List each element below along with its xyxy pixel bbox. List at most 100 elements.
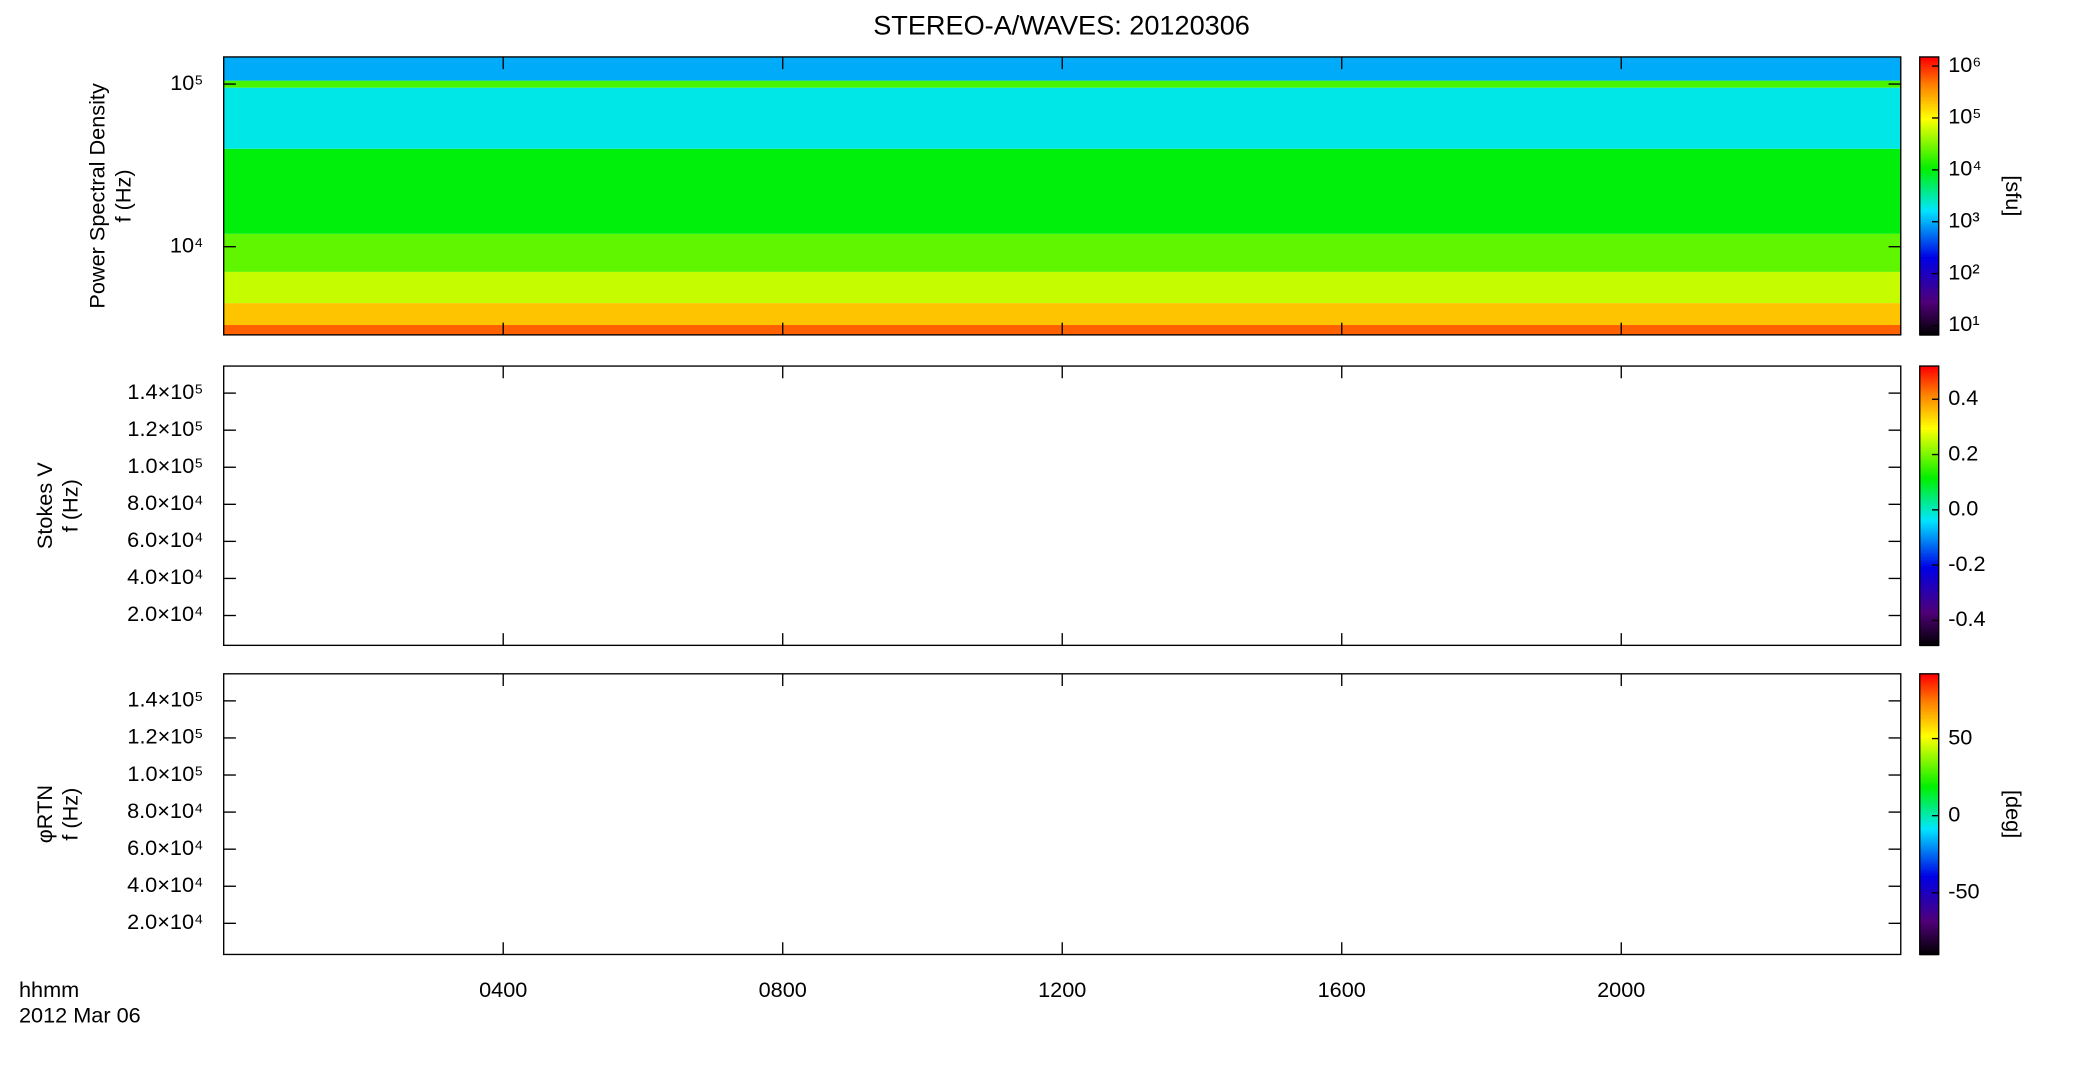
colorbar-slice [1919,699,1939,703]
colorbar-slice [1919,468,1939,472]
colorbar-slice [1919,601,1939,605]
colorbar-slice [1919,477,1939,481]
colorbar-slice [1919,626,1939,630]
colorbar-slice [1919,828,1939,832]
colorbar-slice [1919,818,1939,822]
colorbar-slice [1919,75,1939,79]
colorbar-slice [1919,933,1939,937]
colorbar-slice [1919,494,1939,498]
colorbar-slice [1919,631,1939,635]
colorbar-slice [1919,424,1939,428]
colorbar-slice [1919,89,1939,93]
colorbar-slice [1919,938,1939,942]
colorbar-slice [1919,615,1939,619]
colorbar-slice [1919,503,1939,507]
colorbar-slice [1919,433,1939,437]
colorbar-slice [1919,484,1939,488]
x-tick-label: 1200 [1038,977,1086,1002]
y-axis-label: Stokes V [32,462,57,549]
colorbar-slice [1919,216,1939,220]
colorbar-slice [1919,898,1939,902]
colorbar-slice [1919,184,1939,188]
colorbar-slice [1919,91,1939,95]
colorbar-slice [1919,619,1939,623]
colorbar-slice [1919,447,1939,451]
colorbar-slice [1919,786,1939,790]
colorbar-slice [1919,263,1939,267]
colorbar-slice [1919,947,1939,951]
colorbar-slice [1919,202,1939,206]
colorbar-slice [1919,198,1939,202]
colorbar-slice [1919,750,1939,755]
colorbar-slice [1919,556,1939,561]
colorbar-frame [1919,56,1940,336]
colorbar-slice [1919,237,1939,241]
colorbar-slice [1919,473,1939,477]
colorbar-slice [1919,765,1939,769]
y-tick-label: 8.0×10⁴ [127,798,203,823]
colorbar-slice [1919,680,1939,684]
colorbar-slice [1919,209,1939,213]
colorbar-slice [1919,776,1939,780]
colorbar-slice [1919,235,1939,239]
colorbar-slice [1919,311,1939,315]
colorbar-slice [1919,640,1939,644]
colorbar-slice [1919,858,1939,862]
colorbar-slice [1919,526,1939,530]
colorbar-slice [1919,517,1939,521]
y-axis-label: Power Spectral Density [85,83,110,309]
colorbar-slice [1919,454,1939,458]
colorbar-slice [1919,533,1939,537]
colorbar-slice [1919,884,1939,888]
colorbar-slice [1919,290,1939,294]
colorbar-slice [1919,133,1939,137]
colorbar-frame [1919,673,1940,956]
colorbar-slice [1919,286,1939,290]
colorbar-tick-label: 0.2 [1948,440,1978,465]
colorbar-slice [1919,888,1939,893]
colorbar-slice [1919,470,1939,474]
colorbar-slice [1919,552,1939,556]
colorbar-slice [1919,304,1939,308]
colorbar-slice [1919,445,1939,449]
colorbar-slice [1919,212,1939,216]
colorbar-slice [1919,258,1939,262]
colorbar-slice [1919,865,1939,869]
colorbar-slice [1919,230,1939,234]
colorbar-slice [1919,135,1939,139]
colorbar-slice [1919,715,1939,720]
colorbar-slice [1919,320,1939,325]
colorbar-slice [1919,692,1939,696]
colorbar-slice [1919,774,1939,778]
colorbar-slice [1919,96,1939,100]
colorbar-slice [1919,373,1939,377]
colorbar-slice [1919,725,1939,729]
colorbar-slice [1919,804,1939,808]
x-tick-label: 0800 [759,977,807,1002]
colorbar-slice [1919,566,1939,570]
colorbar-slice [1919,790,1939,794]
colorbar-slice [1919,895,1939,900]
colorbar-slice [1919,438,1939,442]
colorbar-slice [1919,177,1939,181]
colorbar-slice [1919,720,1939,724]
colorbar-tick-label: 10¹ [1948,311,1979,336]
colorbar-slice [1919,440,1939,444]
colorbar-slice [1919,463,1939,467]
colorbar-slice [1919,276,1939,281]
colorbar-slice [1919,589,1939,593]
colorbar-slice [1919,260,1939,264]
colorbar-slice [1919,832,1939,836]
colorbar-slice [1919,540,1939,544]
colorbar-slice [1919,528,1939,533]
colorbar-slice [1919,487,1939,491]
colorbar-tick-label: 0.0 [1948,496,1978,521]
colorbar-slice [1919,643,1939,647]
colorbar-slice [1919,456,1939,460]
colorbar-frame [1919,365,1940,647]
y-tick-label: 2.0×10⁴ [127,601,203,626]
colorbar-slice [1919,851,1939,855]
colorbar-slice [1919,811,1939,815]
colorbar-slice [1919,512,1939,516]
